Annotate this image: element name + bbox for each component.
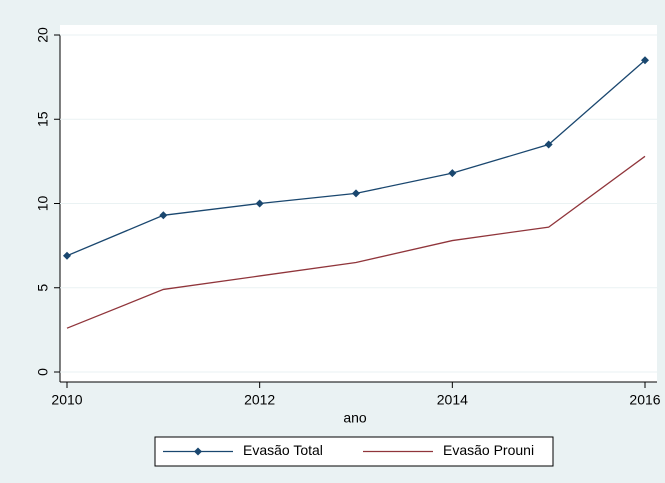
data-point [159,211,168,220]
x-tick-label: 2010 [51,392,82,408]
y-tick-label: 10 [35,196,51,212]
series-line [66,155,646,329]
data-point [352,189,360,198]
data-point [63,251,71,260]
y-tick-label: 15 [35,111,51,127]
y-tick-label: 20 [35,27,51,43]
data-point [448,169,457,178]
data-point [544,140,553,149]
data-point [641,56,649,65]
data-point [255,199,264,208]
legend-marker [194,447,202,456]
x-axis-title: ano [343,410,367,426]
y-tick-label: 5 [35,284,51,292]
legend-label: Evasão Total [243,442,323,458]
x-tick-label: 2016 [629,392,660,408]
legend-label: Evasão Prouni [443,442,534,458]
x-tick-label: 2012 [244,392,275,408]
y-tick-label: 0 [35,368,51,376]
x-tick-label: 2014 [437,392,468,408]
